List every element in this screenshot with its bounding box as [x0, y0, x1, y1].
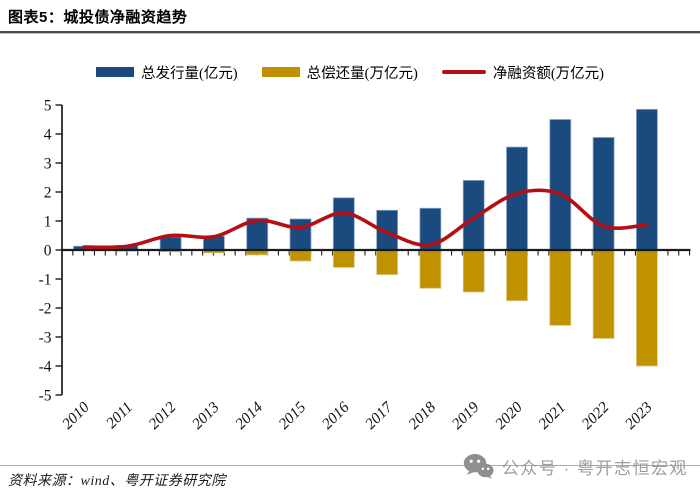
- title-divider: [0, 31, 700, 34]
- legend-item-repayment: 总偿还量(万亿元): [261, 62, 418, 83]
- x-tick-label: 2018: [405, 399, 439, 433]
- x-tick-label: 2016: [319, 399, 353, 433]
- repayment-bar: [376, 249, 399, 276]
- x-tick-label: 2022: [578, 399, 612, 433]
- repayment-swatch: [261, 67, 300, 77]
- combo-chart: 5 4 3 2 1 0 -1 -2 -3 -4 -5 2010 2011 2012 2013 2014 2015…: [39, 97, 691, 433]
- legend-label-repayment: 总偿还量(万亿元): [306, 65, 418, 82]
- legend-label-issuance: 总发行量(亿元): [140, 65, 238, 82]
- y-tick-label: 1: [44, 213, 52, 230]
- issuance-bar: [506, 146, 528, 251]
- repayment-bar: [462, 249, 485, 293]
- issuance-bar: [332, 197, 355, 251]
- x-tick-label: 2010: [59, 399, 93, 433]
- y-tick-label: 0: [44, 242, 52, 259]
- x-tick-label: 2021: [535, 399, 569, 433]
- y-tick-label: -4: [39, 358, 52, 375]
- legend-item-net: 净融资额(万亿元): [441, 62, 604, 83]
- x-tick-label: 2012: [145, 399, 179, 433]
- legend-item-issuance: 总发行量(亿元): [95, 62, 238, 83]
- repayment-bar: [289, 249, 312, 262]
- net-financing-line: [82, 188, 649, 250]
- y-tick-label: 3: [44, 155, 52, 172]
- issuance-bar: [289, 218, 312, 251]
- wechat-icon: [463, 454, 494, 479]
- x-tick-label: 2014: [232, 399, 266, 433]
- y-tick-label: -2: [39, 300, 52, 317]
- net-line-swatch: [441, 70, 486, 74]
- x-tick-label: 2015: [275, 399, 309, 433]
- issuance-swatch: [95, 67, 134, 77]
- issuance-bar: [592, 137, 615, 251]
- repayment-bar: [506, 249, 528, 302]
- y-tick-label: 2: [44, 184, 52, 201]
- repayment-bar: [549, 249, 572, 326]
- repayment-bar: [636, 249, 658, 367]
- x-tick-label: 2017: [362, 398, 397, 433]
- y-tick-label: 4: [44, 126, 52, 143]
- chart-legend: 总发行量(亿元) 总偿还量(万亿元) 净融资额(万亿元): [0, 60, 700, 84]
- y-tick-label: -5: [39, 387, 52, 404]
- x-tick-label: 2020: [492, 399, 526, 433]
- x-tick-label: 2011: [103, 399, 136, 432]
- x-tick-label: 2019: [449, 399, 483, 433]
- legend-label-net: 净融资额(万亿元): [492, 65, 604, 82]
- issuance-bar: [159, 236, 182, 251]
- figure-title: 图表5：城投债净融资趋势: [8, 9, 188, 26]
- issuance-bar: [549, 119, 572, 251]
- watermark-label: 公众号 · 粤开志恒宏观: [501, 458, 688, 478]
- source-note: 资料来源：wind、粤开证券研究院: [8, 474, 226, 489]
- x-tick-label: 2013: [189, 399, 223, 433]
- y-tick-label: 5: [44, 97, 52, 114]
- repayment-bar: [419, 249, 442, 289]
- repayment-bar: [332, 249, 355, 268]
- repayment-bar: [592, 249, 615, 339]
- wechat-watermark: 公众号 · 粤开志恒宏观: [463, 451, 688, 481]
- issuance-bar: [636, 108, 658, 251]
- footer-divider: [0, 465, 700, 466]
- chart-area: 5 4 3 2 1 0 -1 -2 -3 -4 -5 2010 2011 2012 2013 2014 2015…: [0, 95, 700, 455]
- y-tick-label: -3: [39, 329, 52, 346]
- y-tick-label: -1: [39, 271, 52, 288]
- x-tick-label: 2023: [622, 399, 656, 433]
